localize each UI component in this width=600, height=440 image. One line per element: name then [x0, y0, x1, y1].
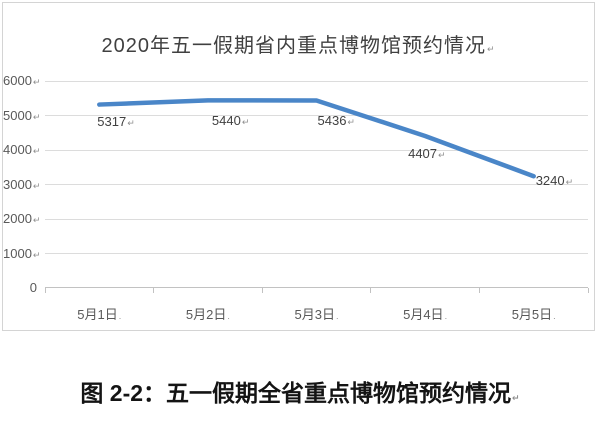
chart-title-text: 2020年五一假期省内重点博物馆预约情况	[101, 35, 486, 57]
gridline-2000	[45, 218, 588, 220]
data-label-text: 3240	[535, 173, 565, 189]
paragraph-mark: ↵	[32, 77, 41, 87]
plot-area: 5317↵ 5440↵ 5436↵ 4407↵ 3240↵	[44, 80, 589, 293]
gridline-4000	[45, 149, 588, 151]
chart-title: 2020年五一假期省内重点博物馆预约情况↵	[3, 29, 594, 58]
paragraph-mark: ↵	[512, 393, 520, 403]
data-label-text: 5317	[97, 113, 127, 129]
y-axis-label-text: 2000	[3, 211, 32, 226]
data-label: 5440↵	[212, 113, 249, 128]
x-axis-label: 5月1日.	[54, 304, 144, 323]
paragraph-mark: ↵	[565, 177, 574, 188]
paragraph-mark: ↵	[32, 146, 41, 156]
y-axis-label: 6000↵	[3, 73, 40, 90]
data-label: 5317↵	[97, 114, 134, 129]
axis-tick	[44, 288, 46, 293]
y-axis-label-text: 4000	[3, 142, 32, 157]
paragraph-mark: ↵	[127, 117, 135, 128]
x-axis-label: 5月5日.	[489, 304, 579, 323]
y-axis-label-text: 6000	[3, 73, 32, 88]
paragraph-mark: .	[335, 311, 339, 321]
x-axis-label: 5月2日.	[163, 304, 253, 323]
gridline-6000	[45, 80, 588, 82]
axis-tick	[261, 288, 263, 293]
data-label: 3240↵	[536, 173, 573, 188]
paragraph-mark: ↵	[32, 249, 41, 260]
data-label-text: 5436	[317, 113, 347, 129]
gridline-1000	[45, 253, 588, 254]
gridline-5000	[45, 115, 588, 116]
data-label: 4407↵	[408, 146, 445, 161]
data-label-text: 5440	[211, 113, 241, 129]
x-axis-label-text: 5月5日	[511, 307, 553, 322]
y-axis-label: 0	[3, 280, 37, 295]
chart-panel: 2020年五一假期省内重点博物馆预约情况↵ 5317↵ 5440↵ 5436↵ 440…	[2, 2, 595, 331]
gridline-3000	[45, 184, 588, 185]
figure-caption: 图 2-2：五一假期全省重点博物馆预约情况↵	[0, 374, 600, 408]
x-axis-label-text: 5月3日	[294, 307, 335, 322]
y-axis-label-text: 5000	[3, 107, 32, 123]
data-label-text: 4407	[408, 145, 438, 161]
paragraph-mark: .	[227, 311, 230, 321]
axis-tick	[587, 288, 589, 293]
y-axis-label: 3000↵	[3, 176, 40, 194]
series-line	[97, 98, 536, 179]
y-axis-label-text: 1000	[3, 245, 32, 261]
data-label: 5436↵	[318, 113, 355, 128]
paragraph-mark: ↵	[241, 117, 250, 128]
paragraph-mark: ↵	[32, 111, 41, 122]
paragraph-mark: .	[444, 311, 448, 321]
paragraph-mark: ↵	[32, 180, 41, 191]
x-axis-label-text: 5月4日	[403, 307, 444, 322]
paragraph-mark: ↵	[438, 149, 446, 160]
series-line-path	[97, 98, 536, 179]
paragraph-mark: .	[553, 311, 556, 321]
x-axis-line	[45, 287, 588, 288]
paragraph-mark: .	[118, 311, 122, 321]
figure-caption-text: 图 2-2：五一假期全省重点博物馆预约情况	[80, 380, 512, 406]
y-axis-label: 2000↵	[3, 211, 40, 228]
x-axis-label-text: 5月1日	[77, 307, 118, 322]
axis-tick	[153, 288, 155, 293]
y-axis-label-text: 3000	[3, 176, 32, 192]
x-axis-label: 5月3日.	[272, 304, 362, 323]
y-axis-label: 1000↵	[3, 245, 40, 263]
axis-tick	[478, 288, 480, 293]
x-axis-label-text: 5月2日	[185, 307, 227, 322]
paragraph-mark: ↵	[347, 117, 355, 128]
y-axis-label-text: 0	[29, 280, 37, 295]
paragraph-mark: ↵	[32, 215, 41, 225]
y-axis-label: 5000↵	[3, 107, 40, 125]
x-axis-label: 5月4日.	[380, 304, 470, 323]
axis-tick	[370, 288, 372, 293]
y-axis-label: 4000↵	[3, 142, 40, 159]
paragraph-mark: ↵	[486, 44, 496, 54]
